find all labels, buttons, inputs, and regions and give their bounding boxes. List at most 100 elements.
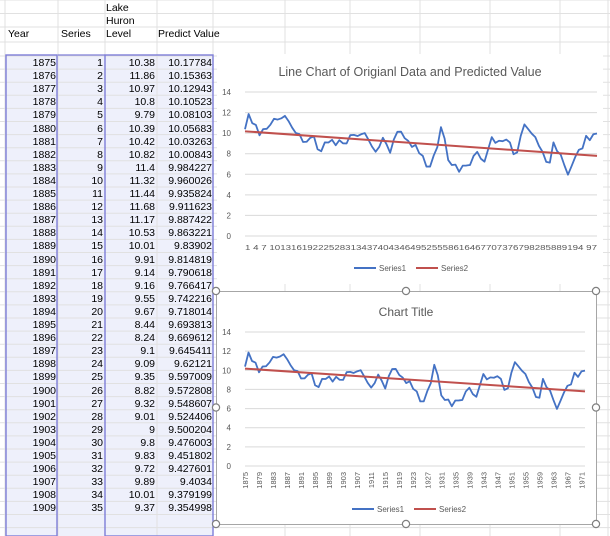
cell-level[interactable]: 9 [149,423,155,436]
cell-year[interactable]: 1877 [32,83,56,96]
cell-level[interactable]: 9.72 [134,463,155,476]
cell-year[interactable]: 1905 [32,450,56,462]
chart-2[interactable]: Chart Title 0 2 4 6 8 10 12 14 1875 1879 1883 1887 18… [216,291,597,525]
cell-year[interactable]: 1875 [32,57,56,69]
cell-level[interactable]: 10.38 [128,57,155,69]
cell-predict[interactable]: 9.960026 [168,174,212,187]
cell-predict[interactable]: 9.935824 [168,188,212,200]
cell-year[interactable]: 1895 [32,319,56,331]
cell-series[interactable]: 15 [91,240,103,253]
cell-series[interactable]: 16 [91,253,103,266]
header-level[interactable]: Level [106,28,132,40]
cell-predict[interactable]: 9.887422 [168,214,212,227]
cell-series[interactable]: 31 [91,450,103,462]
cell-predict[interactable]: 9.766417 [168,279,212,292]
cell-year[interactable]: 1898 [32,358,56,371]
cell-predict[interactable]: 9.451802 [168,450,212,462]
cell-year[interactable]: 1900 [32,384,56,397]
cell-series[interactable]: 10 [91,174,103,187]
cell-predict[interactable]: 9.863221 [168,227,212,240]
cell-level[interactable]: 10.8 [134,96,155,109]
cell-level[interactable]: 11.68 [129,201,156,214]
cell-level[interactable]: 9.8 [140,436,155,449]
cell-year[interactable]: 1893 [32,292,56,305]
cell-series[interactable]: 26 [91,384,103,397]
cell-predict[interactable]: 9.354998 [168,502,212,515]
cell-predict[interactable]: 9.814819 [168,253,212,266]
cell-year[interactable]: 1886 [32,201,56,214]
cell-level[interactable]: 10.01 [128,240,155,253]
cell-level[interactable]: 9.37 [134,502,155,515]
header-year[interactable]: Year [8,28,30,40]
cell-series[interactable]: 33 [91,476,103,489]
cell-predict[interactable]: 9.572808 [168,384,212,397]
cell-predict[interactable]: 9.597009 [168,371,212,384]
header-predict-value[interactable]: Predict Value [158,28,220,40]
cell-level[interactable]: 11.4 [135,161,155,174]
header-series[interactable]: Series [61,28,91,40]
cell-predict[interactable]: 9.693813 [168,319,212,331]
cell-level[interactable]: 9.14 [134,266,155,279]
cell-year[interactable]: 1894 [32,305,56,318]
cell-year[interactable]: 1891 [32,266,56,279]
cell-series[interactable]: 1 [97,57,103,69]
cell-level[interactable]: 9.91 [134,253,155,266]
cell-year[interactable]: 1881 [32,135,56,148]
cell-year[interactable]: 1890 [32,253,56,266]
cell-series[interactable]: 14 [91,227,103,240]
cell-year[interactable]: 1904 [32,436,56,449]
cell-predict[interactable]: 9.379199 [168,489,212,502]
cell-series[interactable]: 23 [91,345,103,358]
cell-level[interactable]: 9.79 [134,109,155,122]
cell-series[interactable]: 7 [97,135,103,148]
cell-level[interactable]: 9.67 [134,305,155,318]
cell-level[interactable]: 9.16 [134,279,155,292]
cell-predict[interactable]: 10.03263 [168,135,212,148]
cell-year[interactable]: 1882 [32,148,56,161]
cell-series[interactable]: 19 [91,292,103,305]
cell-year[interactable]: 1885 [32,188,56,200]
cell-predict[interactable]: 10.17784 [168,57,212,69]
chart-1[interactable]: Line Chart of Origianl Data and Predicte… [217,54,603,284]
cell-series[interactable]: 9 [97,161,103,174]
cell-level[interactable]: 10.53 [128,227,155,240]
cell-year[interactable]: 1884 [32,174,56,187]
cell-series[interactable]: 25 [91,371,103,384]
cell-predict[interactable]: 9.984227 [168,161,212,174]
cell-level[interactable]: 11.86 [129,70,156,83]
cell-level[interactable]: 9.01 [134,410,155,423]
cell-level[interactable]: 9.32 [134,397,155,410]
cell-predict[interactable]: 9.500204 [168,423,212,436]
header-huron[interactable]: Huron [106,15,135,27]
cell-year[interactable]: 1879 [32,109,56,122]
cell-year[interactable]: 1909 [32,502,56,515]
cell-year[interactable]: 1908 [32,489,56,502]
cell-level[interactable]: 10.42 [128,135,155,148]
cell-series[interactable]: 2 [97,70,103,83]
cell-level[interactable]: 9.09 [134,358,155,371]
cell-predict[interactable]: 9.476003 [168,436,212,449]
cell-series[interactable]: 35 [91,502,103,515]
cell-predict[interactable]: 9.718014 [168,305,212,318]
cell-series[interactable]: 28 [91,410,103,423]
cell-series[interactable]: 29 [91,423,103,436]
cell-series[interactable]: 5 [97,109,103,122]
cell-predict[interactable]: 9.645411 [168,345,212,358]
cell-year[interactable]: 1883 [32,161,56,174]
cell-series[interactable]: 6 [97,122,103,135]
cell-year[interactable]: 1901 [32,397,56,410]
cell-level[interactable]: 10.01 [128,489,155,502]
cell-predict[interactable]: 9.524406 [168,410,212,423]
cell-year[interactable]: 1888 [32,227,56,240]
cell-predict[interactable]: 10.00843 [168,148,212,161]
cell-year[interactable]: 1887 [32,214,56,227]
cell-series[interactable]: 24 [91,358,103,371]
cell-level[interactable]: 9.55 [134,292,155,305]
cell-level[interactable]: 10.39 [128,122,155,135]
cell-series[interactable]: 27 [91,397,103,410]
cell-level[interactable]: 10.82 [128,148,155,161]
cell-series[interactable]: 12 [91,201,103,214]
cell-series[interactable]: 34 [91,489,103,502]
cell-level[interactable]: 9.83 [134,450,155,462]
